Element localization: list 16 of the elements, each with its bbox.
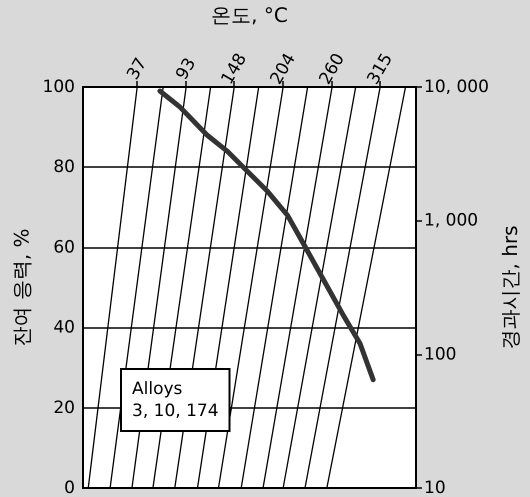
y-axis-title: 잔여 응력, % <box>10 228 34 347</box>
y2-axis-title: 경과시간, hrs <box>498 225 522 350</box>
x-tick-label: 37 <box>123 54 152 84</box>
x-tick-label: 93 <box>172 54 200 84</box>
annotation: Alloys 3, 10, 174 <box>132 379 219 421</box>
y-tick-label: 80 <box>53 157 75 178</box>
y2-tick-label: 100 <box>424 344 456 364</box>
y-tick-label: 20 <box>53 398 75 418</box>
y2-tick-label: 10 <box>424 478 446 497</box>
y-tick-label: 40 <box>53 318 75 338</box>
y-tick-label: 60 <box>53 237 75 258</box>
y-tick-label: 0 <box>64 478 75 497</box>
y-tick-label: 100 <box>42 77 75 97</box>
y2-tick-label: 1, 000 <box>424 210 478 231</box>
y2-tick-label: 10, 000 <box>424 77 489 97</box>
x-axis-title: 온도, °C <box>211 3 288 27</box>
